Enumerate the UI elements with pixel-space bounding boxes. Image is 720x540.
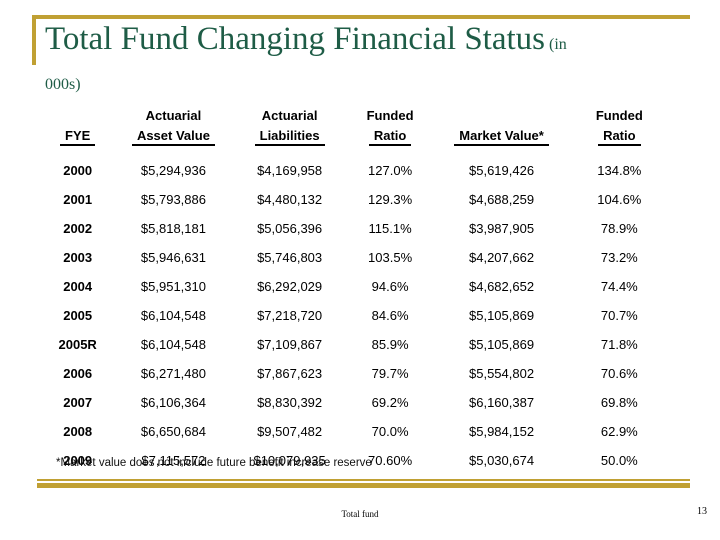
value-cell: $4,169,958 (257, 163, 323, 178)
fye-cell: 2001 (63, 192, 93, 207)
page-title-main: Total Fund Changing Financial Status (45, 21, 545, 57)
value-cell: $4,480,132 (257, 192, 323, 207)
value-cell: 134.8% (597, 163, 642, 178)
value-cell: 69.8% (600, 395, 638, 410)
value-cell: 70.6% (600, 366, 638, 381)
fye-cell: 2002 (63, 221, 93, 236)
table-row: 2005 $6,104,548 $7,218,720 84.6% $5,105,869 7… (40, 301, 668, 330)
value-cell: 70.0% (371, 424, 409, 439)
value-cell: 62.9% (600, 424, 638, 439)
value-cell: 70.7% (600, 308, 638, 323)
value-cell: $5,554,802 (469, 366, 535, 381)
value-cell: $5,619,426 (469, 163, 535, 178)
table-row: 2001 $5,793,886 $4,480,132 129.3% $4,688,259… (40, 185, 668, 214)
value-cell: $6,292,029 (257, 279, 323, 294)
column-header: Actuarial Asset Value (115, 106, 231, 148)
value-cell: $6,106,364 (140, 395, 206, 410)
fye-cell: 2005 (63, 308, 93, 323)
value-cell: $7,115,572 (141, 453, 206, 468)
column-header: FYE (40, 106, 115, 148)
page-title-paren-open: (in (549, 36, 567, 53)
table-row: 2000 $5,294,936 $4,169,958 127.0% $5,619,426… (40, 148, 668, 185)
value-cell: $7,218,720 (257, 308, 323, 323)
value-cell: $10,079,935 (253, 453, 326, 468)
value-cell: 104.6% (597, 192, 642, 207)
page-title: Total Fund Changing Financial Status (in… (45, 20, 690, 99)
page-number: 13 (697, 506, 707, 517)
table-row: 2002 $5,818,181 $5,056,396 115.1% $3,987,905… (40, 214, 668, 243)
table-row: 2008 $6,650,684 $9,507,482 70.0% $5,984,152 6… (40, 417, 668, 446)
value-cell: 103.5% (368, 250, 413, 265)
value-cell: 94.6% (371, 279, 409, 294)
value-cell: $5,030,674 (469, 453, 535, 468)
value-cell: 85.9% (371, 337, 409, 352)
table-row: 2004 $5,951,310 $6,292,029 94.6% $4,682,652 7… (40, 272, 668, 301)
fye-cell: 2006 (63, 366, 93, 381)
column-header: Funded Ratio (571, 106, 668, 148)
value-cell: 70.60% (368, 453, 413, 468)
value-cell: $5,105,869 (469, 337, 535, 352)
financial-status-table: FYE Actuarial Asset Value Actuarial Liabilit… (40, 106, 668, 475)
value-cell: $8,830,392 (257, 395, 323, 410)
value-cell: $4,688,259 (469, 192, 535, 207)
footer-divider-thin-line (37, 479, 690, 481)
table-row: 2009 $7,115,572 $10,079,935 70.60% $5,030,67… (40, 446, 668, 475)
value-cell: $4,207,662 (469, 250, 535, 265)
value-cell: 74.4% (600, 279, 638, 294)
market-value-footnote: *Market value does not include future be… (56, 457, 372, 469)
value-cell: $5,951,310 (140, 279, 206, 294)
page-title-paren-close: 000s) (45, 75, 81, 93)
value-cell: 78.9% (600, 221, 638, 236)
value-cell: 129.3% (368, 192, 413, 207)
footer-divider (37, 479, 690, 488)
column-header: Actuarial Liabilities (232, 106, 348, 148)
value-cell: 71.8% (600, 337, 638, 352)
title-accent-left-bar (32, 15, 36, 65)
fye-cell: 2009 (63, 453, 93, 468)
value-cell: $6,271,480 (140, 366, 206, 381)
value-cell: $5,746,803 (257, 250, 323, 265)
fye-cell: 2005R (58, 337, 97, 352)
value-cell: 50.0% (600, 453, 638, 468)
value-cell: $3,987,905 (469, 221, 535, 236)
value-cell: $6,104,548 (140, 337, 206, 352)
value-cell: $5,105,869 (469, 308, 535, 323)
value-cell: $5,294,936 (140, 163, 206, 178)
value-cell: $5,946,631 (140, 250, 206, 265)
fye-cell: 2008 (63, 424, 93, 439)
fye-cell: 2000 (63, 163, 93, 178)
value-cell: $4,682,652 (469, 279, 535, 294)
column-header: Funded Ratio (348, 106, 433, 148)
value-cell: $5,793,886 (140, 192, 206, 207)
fye-cell: 2003 (63, 250, 93, 265)
footer-label: Total fund (341, 509, 379, 519)
value-cell: 84.6% (371, 308, 409, 323)
table-header-row: FYE Actuarial Asset Value Actuarial Liabilit… (40, 106, 668, 148)
value-cell: 115.1% (368, 221, 412, 236)
value-cell: $7,867,623 (257, 366, 323, 381)
value-cell: $6,160,387 (469, 395, 535, 410)
fye-cell: 2007 (63, 395, 93, 410)
table-row: 2007 $6,106,364 $8,830,392 69.2% $6,160,387 6… (40, 388, 668, 417)
value-cell: $6,650,684 (140, 424, 206, 439)
table-row: 2003 $5,946,631 $5,746,803 103.5% $4,207,662… (40, 243, 668, 272)
value-cell: 69.2% (371, 395, 409, 410)
table-row: 2005R $6,104,548 $7,109,867 85.9% $5,105,869… (40, 330, 668, 359)
footer-divider-thick-line (37, 483, 690, 488)
value-cell: $5,984,152 (469, 424, 535, 439)
column-header: Market Value* (432, 106, 570, 148)
value-cell: $6,104,548 (140, 308, 206, 323)
value-cell: 127.0% (368, 163, 413, 178)
value-cell: 79.7% (371, 366, 409, 381)
value-cell: $9,507,482 (257, 424, 323, 439)
value-cell: 73.2% (600, 250, 638, 265)
value-cell: $5,056,396 (257, 221, 323, 236)
fye-cell: 2004 (63, 279, 93, 294)
table-row: 2006 $6,271,480 $7,867,623 79.7% $5,554,802 7… (40, 359, 668, 388)
title-accent-top-line (32, 15, 690, 19)
value-cell: $5,818,181 (140, 221, 206, 236)
value-cell: $7,109,867 (257, 337, 323, 352)
